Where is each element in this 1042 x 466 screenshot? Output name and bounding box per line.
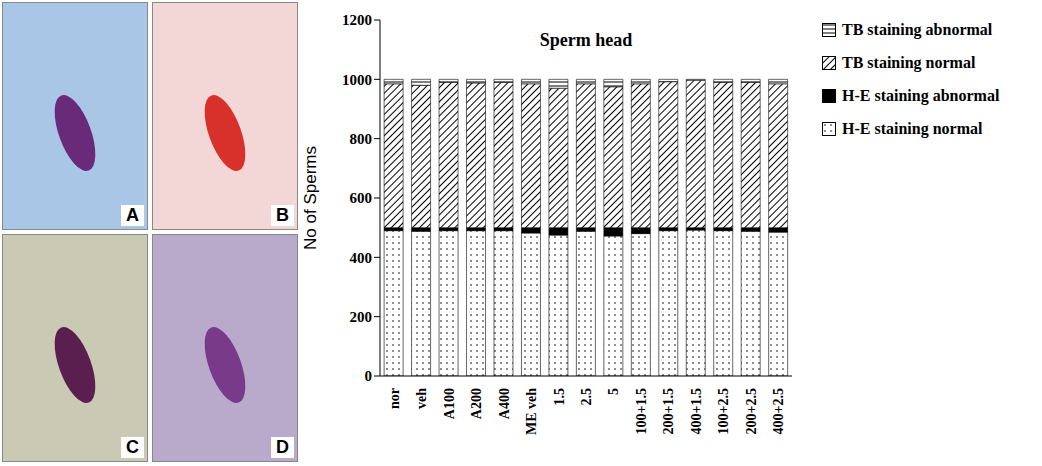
svg-text:600: 600 (350, 190, 373, 206)
html-text:H-E staining abnormal: H-E staining abnormal (842, 87, 1000, 104)
svg-text:200: 200 (350, 309, 373, 325)
svg-text:A100: A100 (442, 388, 457, 419)
svg-text:No of Sperms: No of Sperms (301, 146, 320, 250)
html-text:D: D (276, 437, 289, 457)
html-text:B: B (276, 205, 289, 225)
html-text:H-E staining normal: H-E staining normal (842, 120, 983, 137)
svg-text:nor: nor (387, 388, 402, 409)
svg-text:A200: A200 (469, 388, 484, 419)
svg-text:2.5: 2.5 (579, 388, 594, 406)
svg-text:veh: veh (414, 388, 429, 409)
svg-text:400+1.5: 400+1.5 (689, 388, 704, 434)
svg-text:100+1.5: 100+1.5 (634, 388, 649, 434)
html-text:TB staining normal: TB staining normal (842, 54, 976, 71)
html-text:TB staining abnormal: TB staining abnormal (842, 21, 993, 38)
svg-text:400: 400 (350, 250, 373, 266)
html-text:Sperm head: Sperm head (539, 30, 633, 50)
svg-text:200+1.5: 200+1.5 (661, 388, 676, 434)
html-text:C: C (126, 437, 139, 457)
svg-text:200+2.5: 200+2.5 (744, 388, 759, 434)
svg-text:5: 5 (606, 388, 621, 395)
svg-text:A400: A400 (497, 388, 512, 419)
html-text:A: A (126, 205, 139, 225)
svg-text:1200: 1200 (342, 12, 372, 28)
svg-text:1.5: 1.5 (552, 388, 567, 406)
svg-text:0: 0 (365, 368, 373, 384)
svg-text:1000: 1000 (342, 72, 372, 88)
svg-text:ME veh: ME veh (524, 388, 539, 435)
svg-text:800: 800 (350, 131, 373, 147)
svg-text:100+2.5: 100+2.5 (716, 388, 731, 434)
svg-text:400+2.5: 400+2.5 (771, 388, 786, 434)
